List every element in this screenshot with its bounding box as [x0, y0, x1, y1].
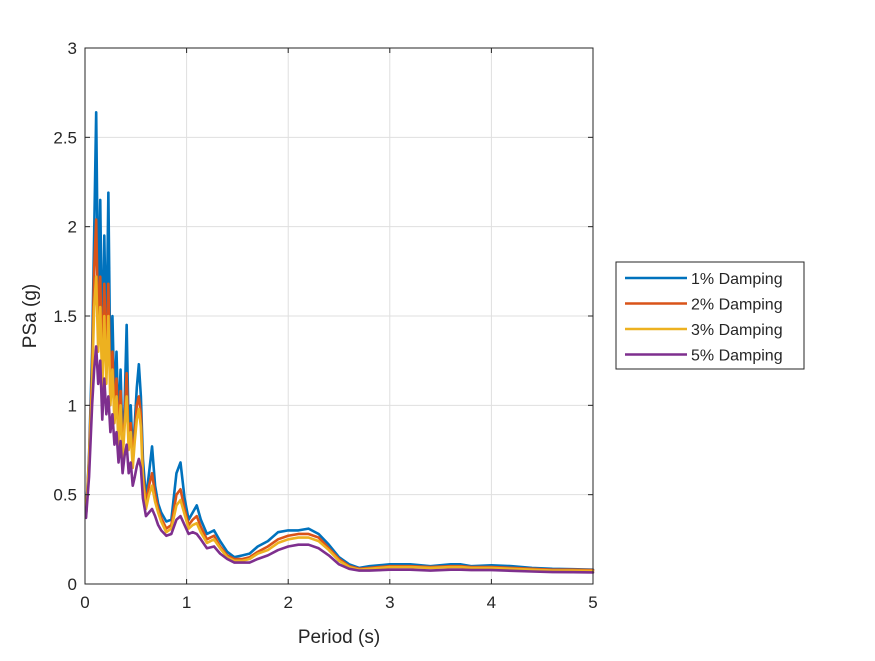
legend-box [615, 261, 805, 370]
x-tick-label: 4 [487, 593, 496, 612]
x-tick-label: 3 [385, 593, 394, 612]
y-tick-label: 0.5 [53, 486, 77, 505]
y-tick-label: 3 [68, 39, 77, 58]
y-tick-label: 2 [68, 218, 77, 237]
series-group [84, 111, 595, 574]
legend: 1% Damping 2% Damping 3% Damping 5% Damping [615, 261, 805, 370]
x-tick-label: 1 [182, 593, 191, 612]
legend-label: 1% Damping [691, 271, 783, 288]
series-line-3 [84, 275, 595, 573]
x-tick-label: 5 [588, 593, 597, 612]
x-axis-label: Period (s) [298, 627, 380, 648]
y-tick-label: 2.5 [53, 128, 77, 147]
grid [85, 48, 593, 584]
x-tick-label: 0 [80, 593, 89, 612]
series-line-4 [84, 345, 595, 574]
legend-label: 2% Damping [691, 297, 783, 314]
legend-label: 3% Damping [691, 322, 783, 339]
x-tick-label: 2 [283, 593, 292, 612]
y-tick-label: 1 [68, 396, 77, 415]
y-axis-label: PSa (g) [20, 284, 41, 348]
legend-items: 1% Damping 2% Damping 3% Damping 5% Damping [625, 271, 783, 365]
ticks: 0 1 2 3 4 5 0 0.5 1 1.5 2 2.5 3 [53, 39, 597, 612]
y-tick-label: 0 [68, 575, 77, 594]
legend-label: 5% Damping [691, 348, 783, 365]
series-line-1 [84, 111, 595, 572]
y-tick-label: 1.5 [53, 307, 77, 326]
